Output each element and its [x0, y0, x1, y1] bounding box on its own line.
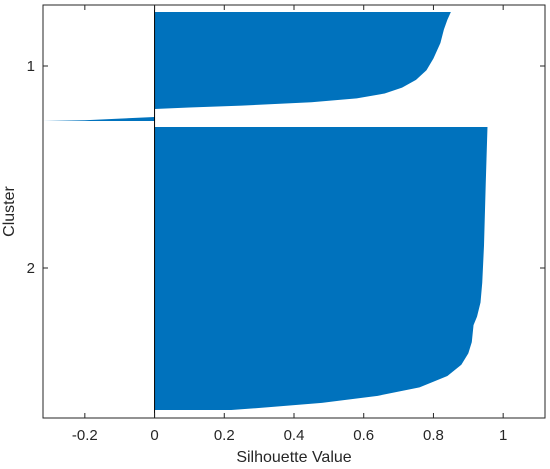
y-axis-ticks: 12 [27, 58, 545, 277]
x-axis-ticks: -0.2 0 0.2 0.4 0.6 0.8 1 [72, 5, 507, 444]
silhouette-cluster-1 [154, 12, 451, 109]
y-axis-label: Cluster [1, 185, 18, 236]
y-tick-label: 1 [27, 58, 35, 75]
y-tick-label: 2 [27, 260, 35, 277]
x-tick-label: 0.8 [423, 427, 444, 444]
x-tick-label: 0.2 [214, 427, 235, 444]
x-tick-label: 0.4 [284, 427, 305, 444]
silhouette-cluster-2 [43, 117, 155, 121]
silhouette-bars [43, 12, 488, 410]
silhouette-cluster-3 [154, 127, 488, 410]
x-tick-label: 0.6 [353, 427, 374, 444]
x-axis-label: Silhouette Value [236, 449, 351, 466]
x-tick-label: 0 [150, 427, 158, 444]
x-tick-label: -0.2 [72, 427, 98, 444]
x-tick-label: 1 [499, 427, 507, 444]
